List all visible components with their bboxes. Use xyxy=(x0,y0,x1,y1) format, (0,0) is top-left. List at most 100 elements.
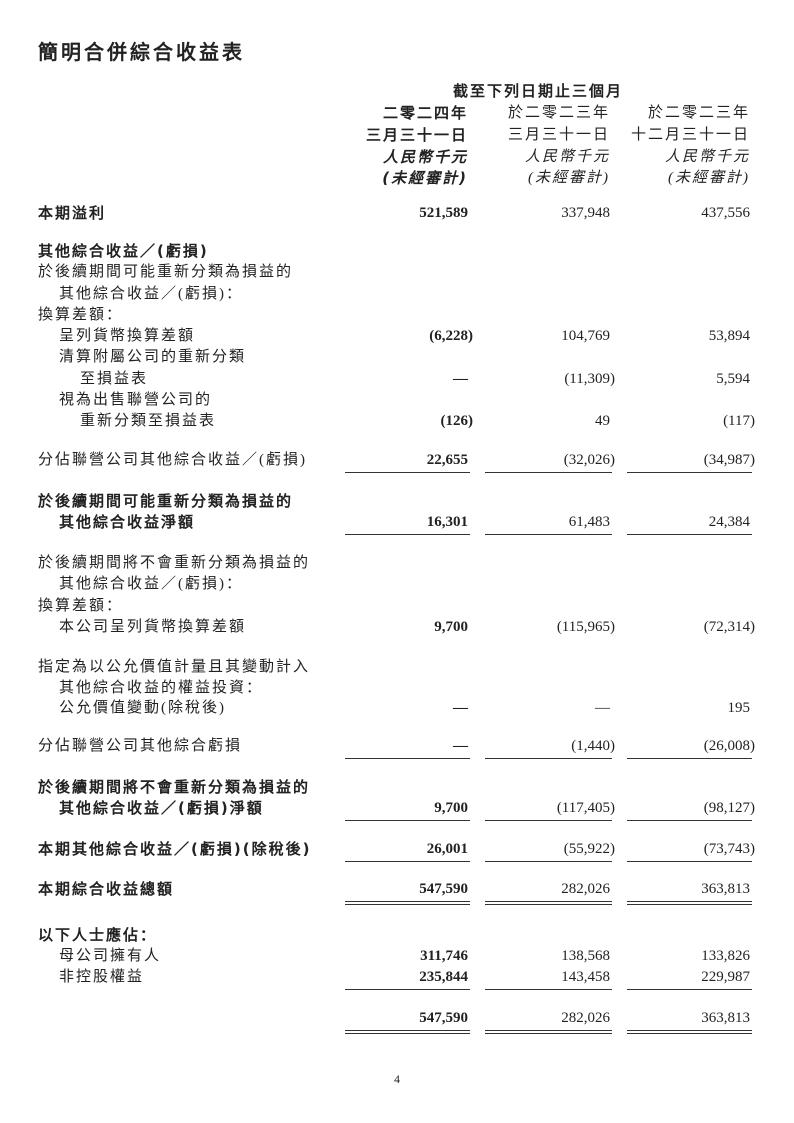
row-label: 換算差額： xyxy=(38,598,124,614)
row-label: 非控股權益 xyxy=(59,969,145,985)
double-underline xyxy=(485,904,612,905)
value-text: (117) xyxy=(723,413,755,429)
value-text: 229,987 xyxy=(701,969,750,985)
row-value: (72,314) xyxy=(704,618,755,636)
value-text: 53,894 xyxy=(708,328,750,344)
column-header-line1: 於二零二三年 xyxy=(507,105,610,121)
underline xyxy=(345,861,470,862)
column-header-line1: 於二零二三年 xyxy=(647,105,750,121)
double-underline xyxy=(627,901,752,902)
double-underline xyxy=(345,901,470,902)
value-text: 9,700 xyxy=(434,800,468,816)
row-label: 本公司呈列貨幣換算差額 xyxy=(59,619,247,635)
column-header-line1: 二零二四年 xyxy=(382,104,468,122)
row-value: 282,026 xyxy=(561,1009,610,1027)
row-value: — xyxy=(453,699,468,717)
row-value: 24,384 xyxy=(709,513,750,531)
value-text: (117,405) xyxy=(556,800,615,816)
row-label: 於後續期間將不會重新分類為損益的 xyxy=(38,778,311,796)
double-underline xyxy=(627,1030,752,1031)
row-label: 母公司擁有人 xyxy=(59,948,162,964)
row-label: 於後續期間可能重新分類為損益的 xyxy=(38,492,294,510)
value-text: 104,769 xyxy=(561,328,610,344)
double-underline xyxy=(627,1033,752,1034)
row-value: — xyxy=(453,737,468,755)
row-value: 363,813 xyxy=(701,880,750,898)
value-text: 437,556 xyxy=(701,205,750,221)
row-value: 547,590 xyxy=(419,1009,468,1027)
value-text: (26,008) xyxy=(703,738,755,754)
underline xyxy=(485,758,612,759)
value-text: 363,813 xyxy=(701,1010,750,1026)
value-text: (1,440) xyxy=(571,738,615,754)
row-value: (73,743) xyxy=(704,840,755,858)
value-text: (98,127) xyxy=(703,800,755,816)
page-title: 簡明合併綜合收益表 xyxy=(38,40,245,64)
value-text: 138,568 xyxy=(561,948,610,964)
row-value: 235,844 xyxy=(419,968,468,986)
value-text: 49 xyxy=(595,413,610,429)
row-label: 換算差額： xyxy=(38,307,124,323)
row-value: — xyxy=(595,699,610,717)
underline xyxy=(345,534,470,535)
value-text: 143,458 xyxy=(561,969,610,985)
column-header-line2: 三月三十一日 xyxy=(365,126,468,144)
row-value: 143,458 xyxy=(561,968,610,986)
row-value: 282,026 xyxy=(561,880,610,898)
underline xyxy=(627,472,752,473)
underline xyxy=(627,861,752,862)
row-label: 本期溢利 xyxy=(38,204,107,222)
underline xyxy=(485,861,612,862)
row-label: 以下人士應佔： xyxy=(38,926,158,944)
value-text: — xyxy=(595,700,610,716)
row-value: 53,894 xyxy=(709,327,750,345)
row-value: (32,026) xyxy=(564,451,615,469)
column-header-line2: 三月三十一日 xyxy=(507,127,610,143)
value-text: 547,590 xyxy=(419,1010,468,1026)
row-value: (117) xyxy=(723,412,755,430)
row-value: 547,590 xyxy=(419,880,468,898)
row-value: 22,655 xyxy=(427,451,468,469)
double-underline xyxy=(627,904,752,905)
row-label: 重新分類至損益表 xyxy=(80,413,217,429)
value-text: (55,922) xyxy=(563,841,615,857)
column-header-line2: 十二月三十一日 xyxy=(630,127,750,143)
row-value: 61,483 xyxy=(569,513,610,531)
underline xyxy=(345,820,470,821)
row-value: (26,008) xyxy=(704,737,755,755)
value-text: (115,965) xyxy=(556,619,615,635)
row-value: — xyxy=(453,370,468,388)
row-label: 其他綜合收益／(虧損)： xyxy=(59,576,243,592)
value-text: (6,228) xyxy=(429,328,473,344)
row-value: (6,228) xyxy=(429,327,473,345)
row-value: 26,001 xyxy=(427,840,468,858)
value-text: 26,001 xyxy=(426,841,468,857)
row-label: 公允價值變動(除稅後) xyxy=(59,700,226,716)
row-value: (126) xyxy=(441,412,474,430)
value-text: 61,483 xyxy=(568,514,610,530)
double-underline xyxy=(485,1030,612,1031)
row-value: 16,301 xyxy=(427,513,468,531)
row-value: 49 xyxy=(595,412,610,430)
underline xyxy=(627,758,752,759)
row-value: 9,700 xyxy=(434,799,468,817)
underline xyxy=(485,989,612,990)
row-value: 138,568 xyxy=(561,947,610,965)
value-text: — xyxy=(453,738,468,754)
row-value: 337,948 xyxy=(561,204,610,222)
value-text: (11,309) xyxy=(564,371,615,387)
row-label: 視為出售聯營公司的 xyxy=(59,392,213,408)
row-label: 於後續期間可能重新分類為損益的 xyxy=(38,264,294,280)
row-value: (55,922) xyxy=(564,840,615,858)
value-text: 311,746 xyxy=(420,948,468,964)
row-label: 呈列貨幣換算差額 xyxy=(59,328,196,344)
column-header-audit: (未經審計) xyxy=(668,170,750,186)
value-text: — xyxy=(453,700,468,716)
underline xyxy=(345,472,470,473)
row-label: 清算附屬公司的重新分類 xyxy=(59,349,247,365)
value-text: 16,301 xyxy=(426,514,468,530)
row-label: 至損益表 xyxy=(80,371,149,387)
period-header: 截至下列日期止三個月 xyxy=(453,82,624,100)
value-text: (73,743) xyxy=(703,841,755,857)
row-label: 本期綜合收益總額 xyxy=(38,880,175,898)
